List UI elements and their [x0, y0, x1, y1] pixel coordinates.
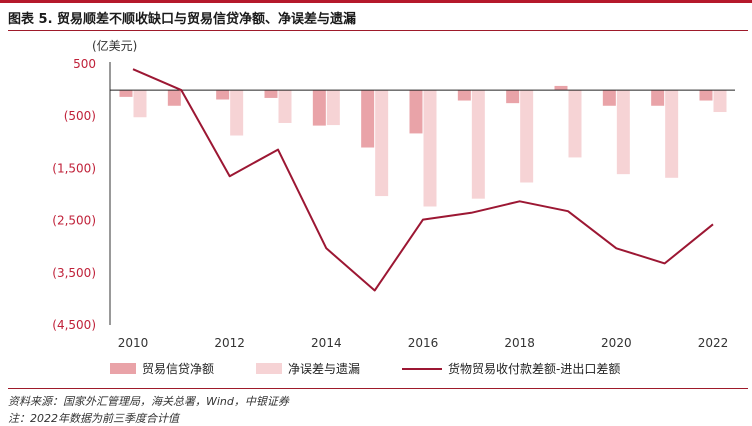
legend: 贸易信贷净额 净误差与遗漏 货物贸易收付款差额-进出口差额	[110, 360, 662, 377]
x-tick-label: 2014	[311, 336, 342, 350]
bar-1-2018	[520, 90, 534, 183]
line-layer	[132, 68, 714, 292]
bar-0-2011	[167, 90, 181, 106]
legend-swatch-goods-gap	[402, 367, 443, 370]
y-tick-label: (500)	[64, 109, 96, 123]
bar-0-2010	[119, 90, 133, 97]
bar-0-2015	[361, 90, 375, 148]
legend-item-trade-credit: 贸易信贷净额	[110, 360, 214, 377]
bar-1-2016	[423, 90, 437, 207]
legend-item-errors-omissions: 净误差与遗漏	[256, 360, 360, 377]
x-tick-label: 2020	[601, 336, 632, 350]
bar-1-2020	[616, 90, 630, 175]
bar-1-2012	[230, 90, 244, 136]
series-line-goods-gap	[132, 68, 714, 292]
x-ticks-layer: 2010 2012 2014 2016 2018 2020 2022	[118, 336, 729, 350]
figure-title: 图表 5. 贸易顺差不顺收缺口与贸易信贷净额、净误差与遗漏	[8, 12, 357, 27]
bars-layer	[119, 85, 727, 207]
y-axis-unit-label: (亿美元)	[92, 38, 137, 53]
bar-1-2013	[278, 90, 292, 123]
axes-layer	[109, 62, 735, 325]
x-tick-label: 2012	[214, 336, 245, 350]
source-note: 资料来源：国家外汇管理局，海关总署，Wind，中银证券	[8, 395, 289, 408]
y-tick-label: (4,500)	[52, 318, 96, 332]
bar-0-2012	[216, 90, 230, 100]
legend-item-goods-gap: 货物贸易收付款差额-进出口差额	[402, 360, 620, 377]
y-tick-label: (2,500)	[52, 214, 96, 228]
x-tick-label: 2016	[408, 336, 439, 350]
bar-0-2017	[457, 90, 471, 101]
bar-1-2015	[375, 90, 389, 197]
legend-swatch-trade-credit	[110, 363, 136, 374]
bar-1-2019	[568, 90, 582, 158]
legend-label-trade-credit: 贸易信贷净额	[142, 362, 215, 376]
bar-0-2014	[312, 90, 326, 126]
bar-0-2021	[651, 90, 665, 106]
y-tick-label: 500	[73, 57, 96, 71]
title-rule	[8, 30, 748, 31]
y-tick-label: (1,500)	[52, 161, 96, 175]
bar-0-2016	[409, 90, 423, 134]
x-tick-label: 2022	[698, 336, 729, 350]
bar-1-2022	[713, 90, 727, 113]
top-rule	[0, 0, 752, 3]
bar-0-2020	[602, 90, 616, 106]
legend-label-goods-gap: 货物贸易收付款差额-进出口差额	[448, 362, 621, 376]
bar-0-2013	[264, 90, 278, 98]
bar-1-2014	[326, 90, 340, 126]
legend-label-errors-omissions: 净误差与遗漏	[288, 362, 361, 376]
bar-1-2010	[133, 90, 147, 118]
x-tick-label: 2018	[504, 336, 535, 350]
bar-0-2019	[554, 85, 568, 91]
bar-1-2017	[471, 90, 485, 199]
footnote: 注：2022年数据为前三季度合计值	[8, 412, 179, 425]
y-tick-label: (3,500)	[52, 266, 96, 280]
bar-0-2022	[699, 90, 713, 101]
bar-0-2018	[506, 90, 520, 104]
bar-1-2021	[665, 90, 679, 178]
x-tick-label: 2010	[118, 336, 149, 350]
legend-swatch-errors-omissions	[256, 363, 283, 374]
y-ticks-layer: 500 (500) (1,500) (2,500) (3,500) (4,500)	[52, 57, 96, 332]
bottom-rule	[8, 388, 748, 389]
